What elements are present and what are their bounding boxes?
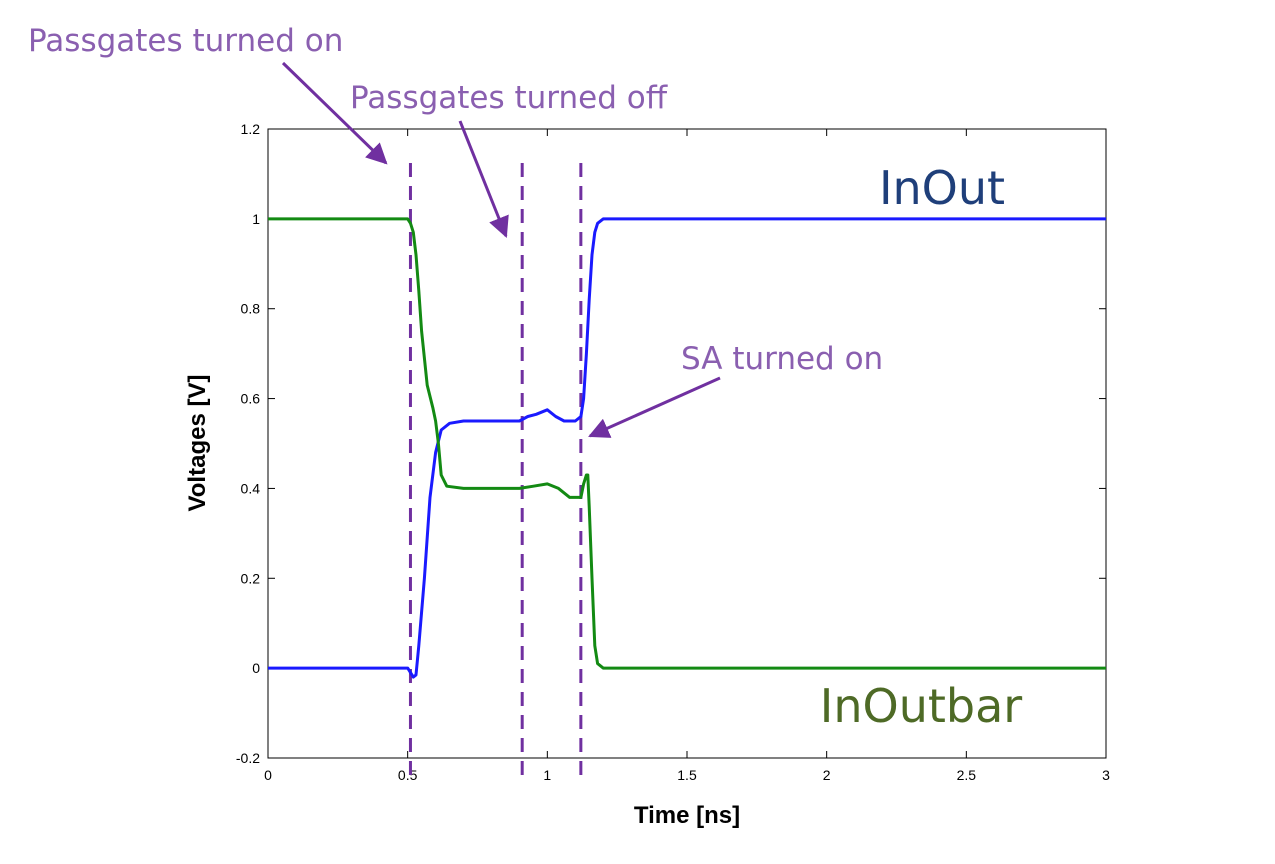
x-tick-label: 0.5 xyxy=(398,767,418,783)
x-tick-label: 2 xyxy=(823,767,831,783)
annotation-passgates-off: Passgates turned off xyxy=(350,80,668,116)
annotation-sa-on: SA turned on xyxy=(681,341,883,377)
y-tick-label: 1 xyxy=(252,211,260,227)
y-tick-label: 0.4 xyxy=(241,480,261,496)
y-tick-label: 1.2 xyxy=(241,121,261,137)
series-label-inoutbar: InOutbar xyxy=(820,679,1023,733)
y-tick-label: -0.2 xyxy=(236,750,260,766)
y-tick-label: 0 xyxy=(252,660,260,676)
series-label-inout: InOut xyxy=(879,161,1005,215)
plot-area xyxy=(267,128,1107,759)
annotation-passgates-on: Passgates turned on xyxy=(28,23,343,59)
y-tick-label: 0.8 xyxy=(241,301,261,317)
series-line-inoutbar xyxy=(268,217,1106,670)
x-axis-label: Time [ns] xyxy=(634,802,740,829)
series-line-inout xyxy=(268,217,1106,679)
arrow-passgates-on xyxy=(281,61,388,165)
y-tick-label: 0.2 xyxy=(241,570,261,586)
y-tick-labels: -0.2 0 0.2 0.4 0.6 0.8 1 1.2 xyxy=(236,121,260,766)
x-tick-label: 1.5 xyxy=(677,767,697,783)
x-tick-label: 3 xyxy=(1102,767,1110,783)
x-tick-labels: 0 0.5 1 1.5 2 2.5 3 xyxy=(264,767,1110,783)
x-tick-label: 1 xyxy=(543,767,551,783)
arrow-passgates-off xyxy=(458,120,509,238)
series-lines xyxy=(268,217,1106,679)
y-tick-label: 0.6 xyxy=(241,391,261,407)
y-axis-label: Voltages [V] xyxy=(184,375,211,512)
x-tick-label: 0 xyxy=(264,767,272,783)
arrow-sa-on xyxy=(588,376,721,438)
x-tick-label: 2.5 xyxy=(957,767,977,783)
